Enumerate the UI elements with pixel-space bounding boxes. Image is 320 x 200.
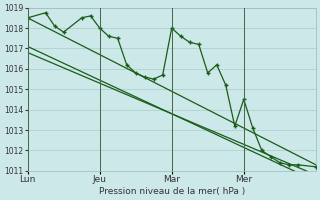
X-axis label: Pression niveau de la mer( hPa ): Pression niveau de la mer( hPa ) [99, 187, 245, 196]
